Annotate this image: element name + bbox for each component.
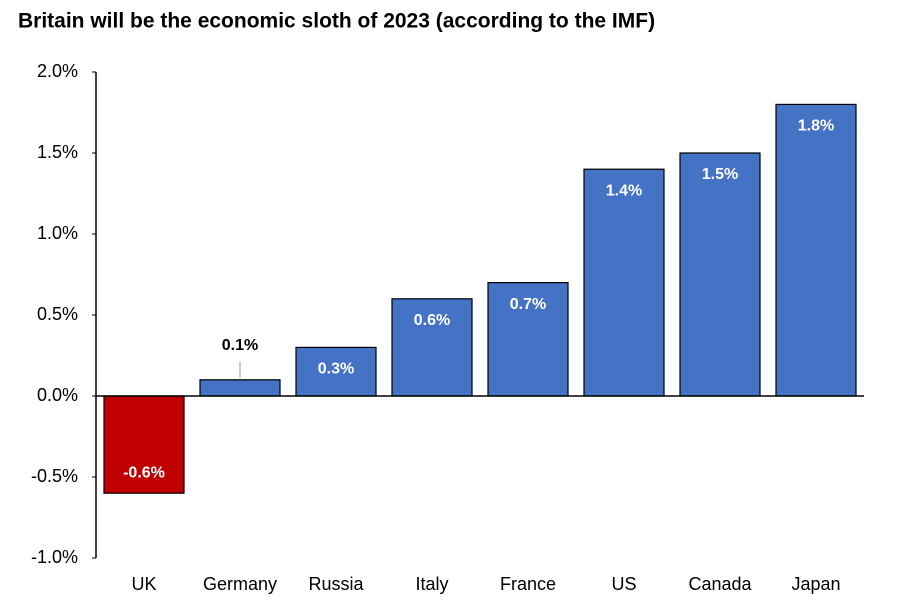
y-tick-label: -1.0% bbox=[31, 547, 78, 567]
x-tick-label: France bbox=[500, 574, 556, 594]
bar bbox=[103, 395, 185, 494]
x-tick-label: Germany bbox=[203, 574, 277, 594]
bar bbox=[199, 379, 281, 397]
x-tick-label: Italy bbox=[415, 574, 448, 594]
data-label: 1.4% bbox=[606, 182, 642, 199]
bar bbox=[679, 152, 761, 397]
bar bbox=[583, 168, 665, 397]
data-label: 0.6% bbox=[414, 312, 450, 329]
y-tick-label: 0.0% bbox=[37, 385, 78, 405]
data-label: 1.8% bbox=[798, 118, 834, 135]
x-tick-label: US bbox=[611, 574, 636, 594]
y-tick-label: 1.0% bbox=[37, 223, 78, 243]
data-label: 0.3% bbox=[318, 361, 354, 378]
data-label: 0.1% bbox=[222, 337, 258, 354]
x-tick-label: Japan bbox=[791, 574, 840, 594]
x-tick-label: Canada bbox=[688, 574, 752, 594]
y-tick-label: 2.0% bbox=[37, 61, 78, 81]
x-tick-label: Russia bbox=[308, 574, 364, 594]
y-tick-label: 1.5% bbox=[37, 142, 78, 162]
bar bbox=[775, 103, 857, 397]
y-tick-label: -0.5% bbox=[31, 466, 78, 486]
chart-title: Britain will be the economic sloth of 20… bbox=[18, 10, 655, 33]
x-tick-label: UK bbox=[131, 574, 156, 594]
data-label: 0.7% bbox=[510, 296, 546, 313]
data-label: 1.5% bbox=[702, 166, 738, 183]
data-label: -0.6% bbox=[123, 464, 165, 481]
y-tick-label: 0.5% bbox=[37, 304, 78, 324]
